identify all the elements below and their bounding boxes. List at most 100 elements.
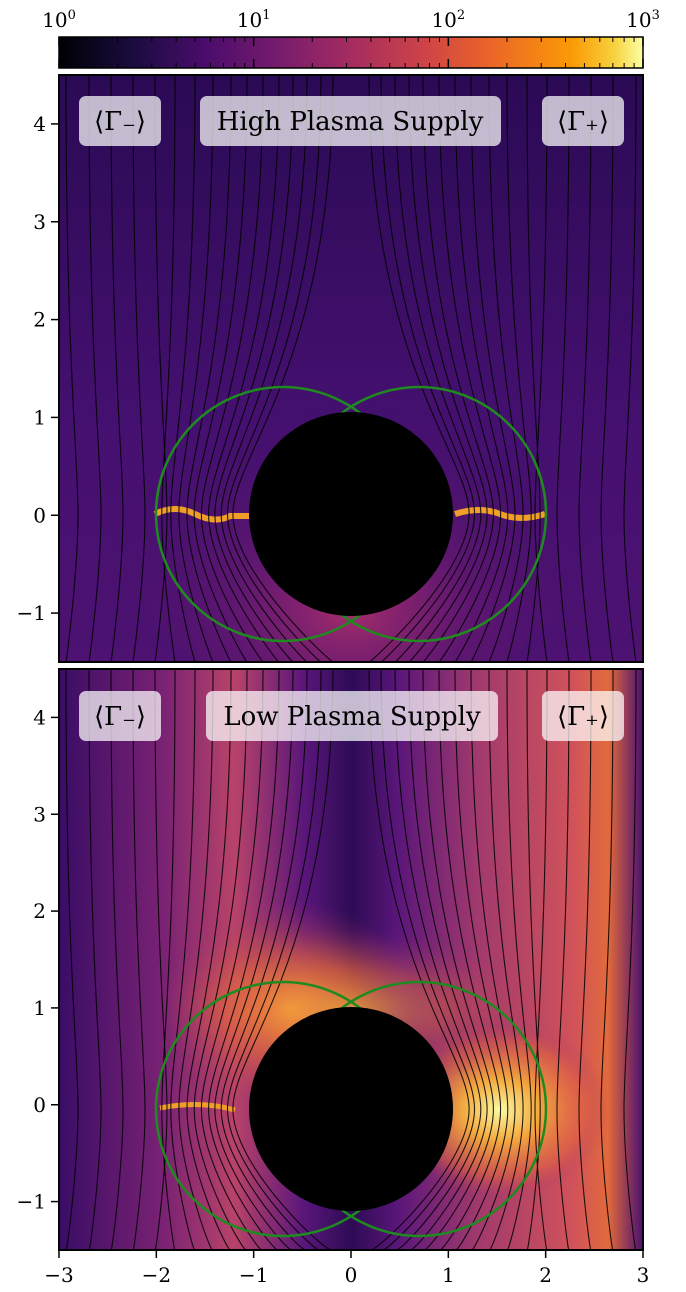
field-line: [380, 75, 476, 662]
field-line: [232, 75, 334, 662]
field-line: [226, 669, 322, 1250]
field-line: [214, 669, 294, 1250]
black-disk: [249, 412, 453, 616]
field-line: [208, 75, 280, 662]
title-box: [200, 96, 501, 146]
field-line: [186, 75, 232, 662]
field-line: [368, 669, 470, 1250]
field-line: [578, 669, 592, 1250]
field-line: [556, 75, 570, 662]
field-line: [88, 75, 102, 662]
field-line: [623, 75, 637, 662]
colorbar-tick-label: 102: [431, 8, 465, 32]
field-line: [470, 669, 516, 1250]
field-line: [193, 75, 248, 662]
field-line: [161, 669, 176, 1250]
colorbar-ticks: [58, 37, 644, 68]
field-line: [193, 669, 248, 1250]
label-box-right: [542, 96, 624, 146]
y-ticks: −1 0 1 2 3 4: [17, 112, 59, 625]
y-tick-label: 3: [33, 210, 46, 234]
field-line: [422, 75, 494, 662]
field-line: [506, 75, 532, 662]
field-line: [110, 669, 124, 1250]
field-line: [526, 669, 541, 1250]
label-gamma-minus: ⟨Γ₋⟩: [94, 702, 146, 732]
title-box: [206, 691, 498, 741]
field-line: [394, 75, 482, 662]
field-line: [170, 75, 196, 662]
x-tick-label: 2: [539, 1263, 552, 1287]
field-line: [454, 669, 509, 1250]
field-line: [132, 75, 146, 662]
x-tick-label: −2: [142, 1263, 171, 1287]
field-lines: [65, 669, 637, 1250]
y-tick-label: 2: [33, 308, 46, 332]
field-line: [368, 75, 470, 662]
y-tick-label: 4: [33, 705, 46, 729]
x-ticks: −3 −2 −1 0 1 2 3: [44, 1250, 649, 1287]
field-line: [488, 75, 524, 662]
field-line: [454, 75, 509, 662]
label-box-right: [542, 691, 624, 741]
y-tick-label: 3: [33, 802, 46, 826]
field-line: [200, 75, 264, 662]
field-line: [226, 75, 322, 662]
field-line: [534, 669, 548, 1250]
colorbar-tick-labels: 100 101 102 103: [42, 8, 660, 32]
field-line: [154, 75, 168, 662]
panel-title: Low Plasma Supply: [223, 702, 481, 732]
y-tick-label: 0: [33, 503, 46, 527]
field-line: [170, 669, 196, 1250]
field-line: [422, 669, 494, 1250]
field-line: [488, 669, 524, 1250]
field-line: [178, 669, 214, 1250]
field-line: [214, 75, 294, 662]
colorbar: 100 101 102 103: [42, 8, 660, 69]
x-tick-label: −1: [239, 1263, 268, 1287]
field-line: [161, 75, 176, 662]
panel-title: High Plasma Supply: [217, 107, 484, 137]
y-tick-label: 2: [33, 899, 46, 923]
field-line: [470, 75, 516, 662]
field-line: [438, 669, 502, 1250]
label-gamma-plus: ⟨Γ₊⟩: [557, 107, 609, 137]
panel-high-plasma: −1 0 1 2 3 4 ⟨Γ₋⟩ High Plasma Supply ⟨Γ₊⟩: [17, 74, 644, 663]
colorbar-tick-label: 103: [626, 8, 660, 32]
field-line: [623, 669, 637, 1250]
label-box-left: [79, 691, 161, 741]
field-line: [394, 669, 482, 1250]
label-gamma-minus: ⟨Γ₋⟩: [94, 107, 146, 137]
field-line: [88, 669, 102, 1250]
field-line: [408, 669, 488, 1250]
field-line: [178, 75, 214, 662]
field-line: [65, 669, 79, 1250]
field-line: [556, 669, 570, 1250]
field-line: [506, 669, 532, 1250]
x-tick-label: 3: [637, 1263, 650, 1287]
field-line: [65, 75, 79, 662]
y-tick-label: −1: [17, 601, 46, 625]
colorbar-gradient: [58, 36, 644, 69]
panel-low-plasma: −1 0 1 2 3 4 −3 −2 −1 0 1 2 3 ⟨Γ₋⟩ Low Plasma Suppl…: [17, 668, 649, 1287]
field-line: [220, 669, 308, 1250]
field-line: [600, 75, 614, 662]
field-line: [408, 75, 488, 662]
label-box-left: [79, 96, 161, 146]
field-line: [132, 669, 146, 1250]
y-ticks: −1 0 1 2 3 4: [17, 705, 59, 1214]
black-disk: [249, 1007, 453, 1211]
field-line: [600, 669, 614, 1250]
field-line: [534, 75, 548, 662]
y-tick-label: −1: [17, 1190, 46, 1214]
colorbar-tick-label: 101: [237, 8, 271, 32]
field-line: [578, 75, 592, 662]
field-line: [154, 669, 168, 1250]
y-tick-label: 4: [33, 112, 46, 136]
field-line: [438, 75, 502, 662]
plot-frame: [58, 74, 644, 663]
field-line: [232, 669, 334, 1250]
label-gamma-plus: ⟨Γ₊⟩: [557, 702, 609, 732]
colorbar-tick-label: 100: [42, 8, 76, 32]
